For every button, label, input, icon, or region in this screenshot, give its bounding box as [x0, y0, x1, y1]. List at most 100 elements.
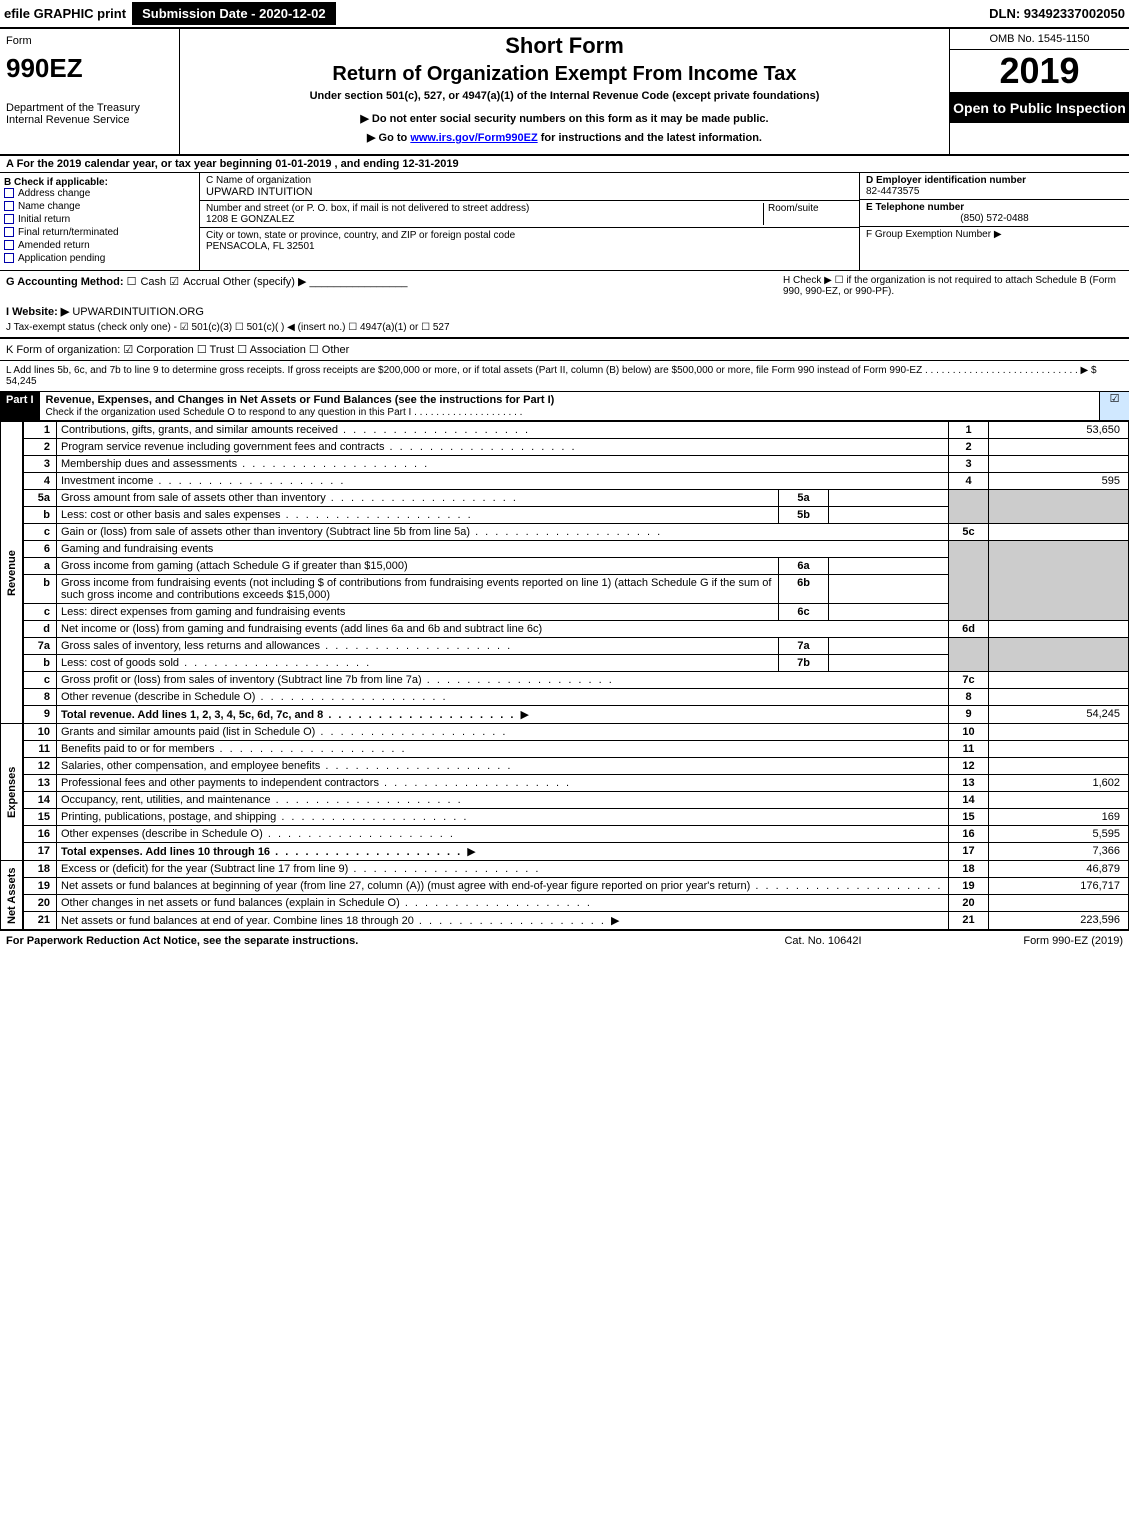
line-11: 11 Benefits paid to or for members 11: [1, 741, 1129, 758]
chk-address-change[interactable]: Address change: [4, 188, 195, 199]
chk-final-return[interactable]: Final return/terminated: [4, 227, 195, 238]
return-title: Return of Organization Exempt From Incom…: [188, 63, 941, 86]
checkbox-icon: [4, 201, 14, 211]
footer-left: For Paperwork Reduction Act Notice, see …: [6, 935, 723, 947]
line-5a: 5a Gross amount from sale of assets othe…: [1, 490, 1129, 507]
schedule-o-checkbox[interactable]: ☑: [1099, 392, 1129, 420]
arrow2-prefix: ▶ Go to: [367, 132, 410, 144]
part-1-badge: Part I: [0, 392, 40, 420]
amt-14: [989, 792, 1129, 809]
amt-5c: [989, 524, 1129, 541]
row-h: H Check ▶ ☐ if the organization is not r…: [783, 275, 1123, 297]
city-value: PENSACOLA, FL 32501: [206, 241, 853, 252]
row-j: J Tax-exempt status (check only one) - ☑…: [6, 322, 1123, 333]
addr-cell: Number and street (or P. O. box, if mail…: [200, 201, 859, 228]
footer: For Paperwork Reduction Act Notice, see …: [0, 930, 1129, 951]
g-label: G Accounting Method:: [6, 276, 124, 288]
chk-initial-return[interactable]: Initial return: [4, 214, 195, 225]
website-value: UPWARDINTUITION.ORG: [72, 306, 204, 318]
line-a-tax-year: A For the 2019 calendar year, or tax yea…: [0, 156, 1129, 173]
sidelabel-netassets: Net Assets: [1, 861, 23, 930]
label-group-exemption: F Group Exemption Number ▶: [866, 229, 1123, 240]
amt-21: 223,596: [989, 912, 1129, 930]
chk-amended-return[interactable]: Amended return: [4, 240, 195, 251]
irs-label: Internal Revenue Service: [6, 114, 173, 126]
arrow-icon: ▶: [611, 915, 619, 927]
line-6d: d Net income or (loss) from gaming and f…: [1, 621, 1129, 638]
dept-label: Department of the Treasury: [6, 102, 173, 114]
amt-20: [989, 895, 1129, 912]
org-name-cell: C Name of organization UPWARD INTUITION: [200, 173, 859, 201]
line-5c: c Gain or (loss) from sale of assets oth…: [1, 524, 1129, 541]
room-suite: Room/suite: [763, 203, 853, 225]
addr-value: 1208 E GONZALEZ: [206, 214, 763, 225]
form-word: Form: [6, 35, 173, 47]
under-section: Under section 501(c), 527, or 4947(a)(1)…: [188, 90, 941, 102]
lines-table: Revenue 1 Contributions, gifts, grants, …: [0, 421, 1129, 930]
line-3: 3 Membership dues and assessments 3: [1, 456, 1129, 473]
chk-application-pending[interactable]: Application pending: [4, 253, 195, 264]
arrow-line-2: ▶ Go to www.irs.gov/Form990EZ for instru…: [188, 131, 941, 144]
amt-1: 53,650: [989, 422, 1129, 439]
line-6: 6 Gaming and fundraising events: [1, 541, 1129, 558]
city-cell: City or town, state or province, country…: [200, 228, 859, 254]
row-g-h: G Accounting Method: Cash Accrual Other …: [0, 271, 1129, 338]
org-name: UPWARD INTUITION: [206, 186, 853, 198]
section-b-title: B Check if applicable:: [4, 177, 195, 188]
sidelabel-revenue: Revenue: [1, 422, 23, 724]
section-d-e-f: D Employer identification number 82-4473…: [859, 173, 1129, 270]
label-addr: Number and street (or P. O. box, if mail…: [206, 203, 763, 214]
amt-9: 54,245: [989, 706, 1129, 724]
amt-15: 169: [989, 809, 1129, 826]
chk-cash[interactable]: Cash: [127, 276, 167, 288]
form-number: 990EZ: [6, 53, 173, 84]
line-15: 15 Printing, publications, postage, and …: [1, 809, 1129, 826]
submission-date-badge: Submission Date - 2020-12-02: [132, 2, 336, 25]
label-ein: D Employer identification number: [866, 175, 1123, 186]
chk-name-change[interactable]: Name change: [4, 201, 195, 212]
arrow-line-1: ▶ Do not enter social security numbers o…: [188, 112, 941, 125]
line-16: 16 Other expenses (describe in Schedule …: [1, 826, 1129, 843]
label-city: City or town, state or province, country…: [206, 230, 853, 241]
header-right: OMB No. 1545-1150 2019 Open to Public In…: [949, 29, 1129, 154]
line-8: 8 Other revenue (describe in Schedule O)…: [1, 689, 1129, 706]
row-l: L Add lines 5b, 6c, and 7b to line 9 to …: [0, 361, 1129, 392]
amt-2: [989, 439, 1129, 456]
irs-link[interactable]: www.irs.gov/Form990EZ: [410, 132, 537, 144]
tax-year: 2019: [950, 50, 1129, 93]
part-1-subline: Check if the organization used Schedule …: [46, 407, 523, 418]
group-exemption-cell: F Group Exemption Number ▶: [860, 227, 1129, 242]
line-7a: 7a Gross sales of inventory, less return…: [1, 638, 1129, 655]
amt-11: [989, 741, 1129, 758]
i-label: I Website: ▶: [6, 306, 69, 318]
amt-16: 5,595: [989, 826, 1129, 843]
chk-accrual[interactable]: Accrual: [169, 276, 220, 288]
ein-cell: D Employer identification number 82-4473…: [860, 173, 1129, 200]
line-14: 14 Occupancy, rent, utilities, and maint…: [1, 792, 1129, 809]
line-12: 12 Salaries, other compensation, and emp…: [1, 758, 1129, 775]
header-left: Form 990EZ Department of the Treasury In…: [0, 29, 180, 154]
open-public-inspection: Open to Public Inspection: [950, 93, 1129, 123]
footer-cat: Cat. No. 10642I: [723, 935, 923, 947]
amt-8: [989, 689, 1129, 706]
checkbox-icon: [4, 240, 14, 250]
line-9: 9 Total revenue. Add lines 1, 2, 3, 4, 5…: [1, 706, 1129, 724]
line-20: 20 Other changes in net assets or fund b…: [1, 895, 1129, 912]
dln-label: DLN: 93492337002050: [989, 6, 1125, 21]
header-center: Short Form Return of Organization Exempt…: [180, 29, 949, 154]
label-org-name: C Name of organization: [206, 175, 853, 186]
line-4: 4 Investment income 4 595: [1, 473, 1129, 490]
omb-number: OMB No. 1545-1150: [950, 29, 1129, 50]
line-18: Net Assets 18 Excess or (deficit) for th…: [1, 861, 1129, 878]
sidelabel-expenses: Expenses: [1, 724, 23, 861]
amt-3: [989, 456, 1129, 473]
label-tel: E Telephone number: [866, 202, 1123, 213]
amt-4: 595: [989, 473, 1129, 490]
arrow-icon: ▶: [467, 846, 475, 858]
checkbox-icon: [4, 227, 14, 237]
section-c: C Name of organization UPWARD INTUITION …: [200, 173, 859, 270]
line-2: 2 Program service revenue including gove…: [1, 439, 1129, 456]
top-bar: efile GRAPHIC print Submission Date - 20…: [0, 0, 1129, 29]
line-21: 21 Net assets or fund balances at end of…: [1, 912, 1129, 930]
amt-17: 7,366: [989, 843, 1129, 861]
